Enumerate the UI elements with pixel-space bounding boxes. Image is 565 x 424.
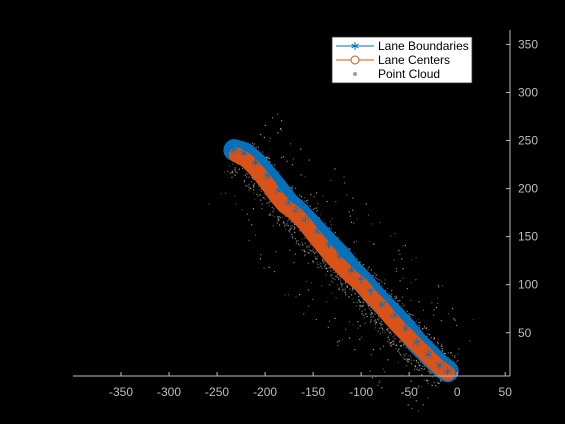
lane-center-point	[443, 368, 453, 378]
lane-center-point	[423, 352, 433, 362]
lane-center-point	[327, 253, 337, 263]
legend-label: Lane Boundaries	[378, 39, 469, 53]
y-tick-label: 300	[518, 85, 538, 99]
lane-centers-line	[228, 147, 456, 381]
series-layer	[223, 139, 459, 383]
legend-label: Lane Centers	[378, 53, 450, 67]
lane-center-point	[231, 150, 241, 160]
lane-center-point	[356, 280, 366, 290]
lane-boundary-point	[324, 240, 333, 249]
lane-boundary-point	[424, 349, 433, 358]
lane-center-point	[404, 333, 414, 343]
lane-center-point	[347, 272, 356, 282]
y-tick-label: 150	[518, 230, 538, 244]
lane-boundary-point	[230, 146, 239, 155]
legend-asterisk-icon	[351, 42, 359, 50]
legend-label: Point Cloud	[378, 67, 440, 81]
x-tick-label: -150	[301, 385, 325, 399]
lane-center-point	[375, 301, 385, 311]
lane-center-point	[395, 323, 404, 333]
lane-center-point	[270, 189, 280, 199]
lane-center-point	[414, 342, 424, 352]
legend-entry: Point Cloud	[353, 67, 440, 81]
y-tick-label: 350	[518, 37, 538, 51]
lane-center-point	[241, 155, 251, 165]
legend-entry: Lane Centers	[336, 53, 450, 67]
lane-center-point	[385, 312, 395, 322]
legend-entry: Lane Boundaries	[336, 39, 469, 53]
x-tick-label: -100	[349, 385, 373, 399]
axes: -350 -300 -250 -200 -150 -100 -50 0 50 50 100 150 20…	[73, 30, 538, 399]
lane-center-point	[251, 164, 260, 174]
lane-boundary-point	[263, 172, 271, 181]
x-tick-label: -50	[400, 385, 418, 399]
x-tick-label: -350	[109, 385, 133, 399]
y-tick-label: 250	[518, 134, 538, 148]
lane-center-point	[308, 230, 318, 240]
lane-center-point	[366, 291, 376, 301]
legend-circle-icon	[350, 55, 360, 65]
lane-center-point	[433, 361, 443, 371]
lane-boundary-point	[336, 251, 344, 260]
x-tick-label: -250	[205, 385, 229, 399]
x-tick-label: -300	[157, 385, 181, 399]
legend-dot-icon	[353, 72, 357, 76]
lane-boundary-point	[240, 149, 248, 158]
lane-center-point	[289, 208, 299, 218]
x-tick-label: 50	[499, 385, 513, 399]
lane-center-point	[279, 201, 289, 211]
y-tick-label: 100	[518, 278, 538, 292]
lane-center-point	[337, 262, 347, 272]
y-tick-label: 50	[518, 326, 532, 340]
x-tick-label: 0	[454, 385, 461, 399]
lane-center-point	[299, 217, 308, 227]
lane-center-point	[318, 241, 328, 251]
x-tick-label: -200	[253, 385, 277, 399]
lane-center-point	[260, 176, 270, 186]
y-tick-label: 200	[518, 182, 538, 196]
